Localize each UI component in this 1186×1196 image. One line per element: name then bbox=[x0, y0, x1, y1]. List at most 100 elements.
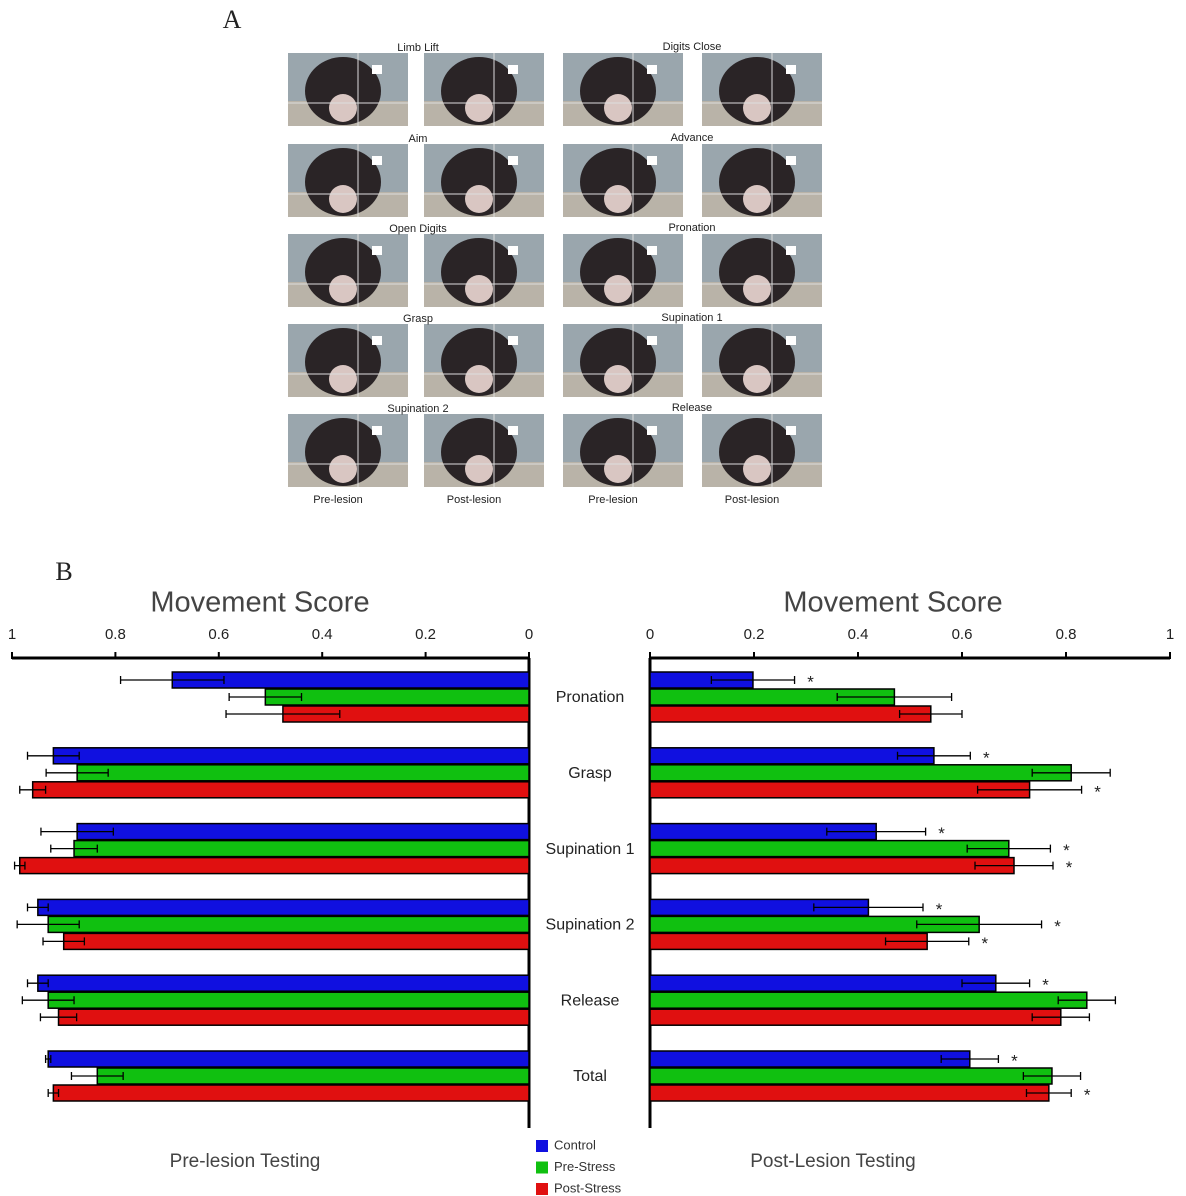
error-bar bbox=[940, 1055, 1000, 1063]
photo-subject bbox=[465, 365, 493, 393]
photo-subject bbox=[465, 185, 493, 213]
photo-tag bbox=[647, 426, 657, 435]
phase-label: Supination 1 bbox=[661, 312, 722, 324]
photo-tag bbox=[508, 246, 518, 255]
bar bbox=[47, 1050, 530, 1068]
photo-tag bbox=[786, 426, 796, 435]
panel-label: A bbox=[223, 5, 242, 34]
photo-tag bbox=[647, 336, 657, 345]
x-tick-label: 0.4 bbox=[312, 626, 333, 643]
bar bbox=[73, 839, 530, 858]
bar bbox=[76, 822, 530, 841]
legend-swatch bbox=[536, 1140, 548, 1152]
photo-tag bbox=[647, 65, 657, 74]
error-bar bbox=[1031, 1013, 1091, 1022]
photo-subject bbox=[719, 148, 795, 216]
phase-label: Aim bbox=[409, 133, 428, 145]
axis-title: Movement Score bbox=[150, 587, 369, 619]
category-label: Pronation bbox=[556, 689, 625, 706]
bar bbox=[62, 932, 530, 951]
phase-label: Pronation bbox=[668, 222, 715, 234]
photo-subject bbox=[441, 418, 517, 486]
category-label: Release bbox=[561, 992, 620, 1009]
photo-subject bbox=[719, 57, 795, 125]
error-bar bbox=[26, 903, 49, 912]
photo-tag bbox=[372, 336, 382, 345]
error-bar bbox=[1057, 996, 1117, 1005]
photo-subject bbox=[604, 94, 632, 122]
photo-subject bbox=[441, 328, 517, 396]
legend-label: Pre-Stress bbox=[554, 1159, 616, 1174]
error-bar bbox=[974, 861, 1054, 870]
photo-subject bbox=[465, 275, 493, 303]
error-bar bbox=[1031, 768, 1111, 777]
category-label: Supination 1 bbox=[546, 841, 635, 858]
x-axis-label: Post-Lesion Testing bbox=[750, 1151, 915, 1172]
photo-tag bbox=[372, 65, 382, 74]
bar bbox=[37, 974, 530, 992]
bar bbox=[52, 1084, 530, 1102]
photo-subject bbox=[305, 57, 381, 125]
photo-subject bbox=[743, 185, 771, 213]
significance-marker: * bbox=[981, 934, 988, 953]
photo-subject bbox=[441, 148, 517, 216]
photo-tag bbox=[786, 336, 796, 345]
x-tick-label: 0.4 bbox=[848, 626, 869, 643]
photo-subject bbox=[305, 238, 381, 306]
photo-tag bbox=[372, 426, 382, 435]
error-bar bbox=[228, 693, 303, 701]
error-bar bbox=[976, 785, 1083, 794]
error-bar bbox=[42, 937, 86, 946]
error-bar bbox=[916, 920, 1043, 929]
phase-label: Supination 2 bbox=[387, 403, 448, 415]
error-bar bbox=[39, 1013, 78, 1022]
error-bar bbox=[40, 827, 114, 836]
phase-label: Open Digits bbox=[389, 223, 447, 235]
photo-tag bbox=[786, 65, 796, 74]
photo-tag bbox=[508, 65, 518, 74]
photo-subject bbox=[329, 455, 357, 483]
photo-subject bbox=[305, 418, 381, 486]
bar bbox=[649, 747, 935, 765]
photo-subject bbox=[604, 365, 632, 393]
photo-tag bbox=[508, 336, 518, 345]
x-tick-label: 0.2 bbox=[744, 626, 765, 643]
phase-label: Release bbox=[672, 402, 712, 414]
category-label: Grasp bbox=[568, 765, 612, 782]
photo-subject bbox=[465, 455, 493, 483]
photo-subject bbox=[743, 455, 771, 483]
photo-tag bbox=[786, 246, 796, 255]
error-bar bbox=[813, 903, 924, 912]
significance-marker: * bbox=[1084, 1085, 1091, 1104]
error-bar bbox=[70, 1072, 124, 1080]
legend-label: Control bbox=[554, 1137, 596, 1152]
error-bar bbox=[1022, 1072, 1082, 1080]
bar bbox=[649, 1008, 1062, 1026]
photo-subject bbox=[305, 328, 381, 396]
phase-label: Grasp bbox=[403, 313, 433, 325]
bar bbox=[96, 1067, 530, 1085]
bar bbox=[76, 764, 530, 782]
error-bar bbox=[44, 1055, 52, 1063]
bar bbox=[649, 781, 1031, 799]
photo-subject bbox=[604, 185, 632, 213]
significance-marker: * bbox=[1054, 917, 1061, 936]
error-bar bbox=[47, 1089, 60, 1097]
photo-subject bbox=[743, 365, 771, 393]
bar bbox=[37, 898, 530, 917]
axis-title: Movement Score bbox=[783, 587, 1002, 619]
bar bbox=[649, 991, 1088, 1009]
significance-marker: * bbox=[1011, 1051, 1018, 1070]
error-bar bbox=[961, 979, 1031, 988]
photo-subject bbox=[329, 365, 357, 393]
error-bar bbox=[21, 996, 75, 1005]
phase-label: Advance bbox=[671, 132, 714, 144]
significance-marker: * bbox=[807, 672, 814, 691]
x-tick-label: 0.6 bbox=[952, 626, 973, 643]
legend-label: Post-Stress bbox=[554, 1180, 622, 1195]
photo-subject bbox=[719, 418, 795, 486]
bar bbox=[649, 974, 997, 992]
column-label: Pre-lesion bbox=[313, 494, 363, 506]
photo-subject bbox=[604, 455, 632, 483]
error-bar bbox=[16, 920, 80, 929]
